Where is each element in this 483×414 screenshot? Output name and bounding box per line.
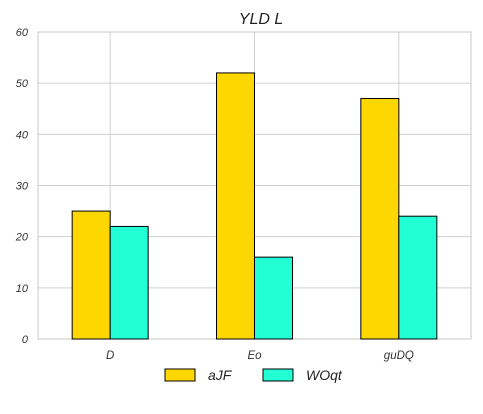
- bar-aJF-guDQ: [360, 98, 400, 340]
- bar-aJF-D: [71, 210, 111, 340]
- y-tick-label: 50: [16, 78, 29, 90]
- y-tick-label: 10: [16, 283, 29, 295]
- chart-title: YLD L: [239, 11, 283, 28]
- y-tick-label: 20: [15, 232, 29, 244]
- y-tick-label: 60: [16, 27, 29, 39]
- bar-WOqt-guDQ: [398, 215, 438, 340]
- x-tick-label: guDQ: [384, 350, 414, 362]
- y-tick-label: 40: [16, 129, 29, 141]
- x-axis-ticks: D Eo guDQ: [106, 350, 414, 362]
- y-axis-ticks: 0 10 20 30 40 50 60: [15, 27, 29, 346]
- bars: [71, 72, 438, 340]
- bar-WOqt-Eo: [254, 256, 293, 340]
- legend-swatch-WOqt: [262, 368, 294, 382]
- legend-swatch-aJF: [164, 368, 196, 382]
- y-tick-label: 0: [22, 334, 29, 346]
- legend: aJF WOqt: [164, 367, 343, 383]
- bar-WOqt-D: [109, 225, 149, 340]
- x-tick-label: Eo: [247, 350, 262, 362]
- bar-aJF-Eo: [216, 72, 255, 340]
- x-tick-label: D: [106, 350, 114, 362]
- legend-label: WOqt: [306, 367, 343, 383]
- legend-label: aJF: [208, 367, 233, 383]
- y-tick-label: 30: [16, 181, 29, 193]
